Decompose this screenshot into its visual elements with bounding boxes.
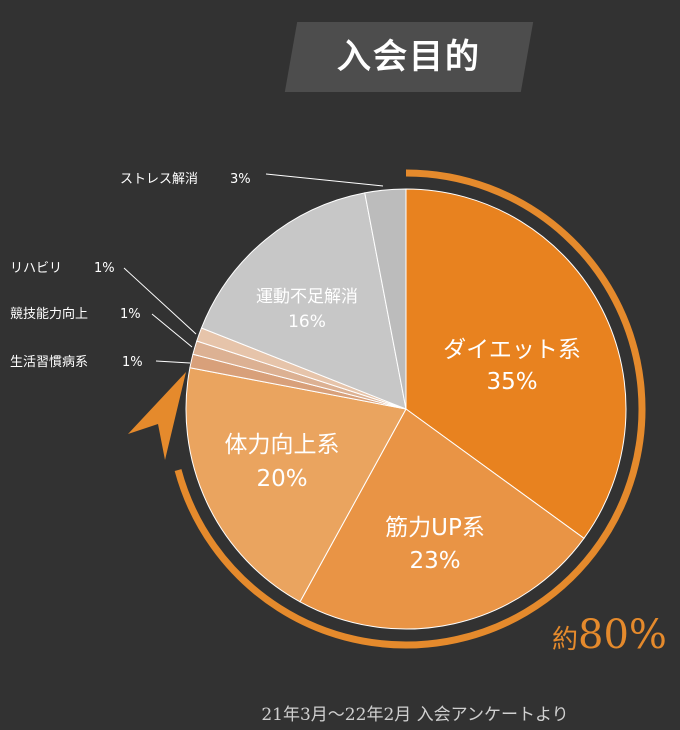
slice-value-label: 20% <box>256 466 307 492</box>
slice-label: ダイエット系 <box>443 337 581 363</box>
pie-slice <box>299 408 585 630</box>
slice-label: 筋力UP系 <box>385 515 485 541</box>
slice-label: 競技能力向上 <box>10 306 88 322</box>
leader-line <box>123 267 197 335</box>
highlight-label: 約80% <box>552 612 667 658</box>
source-note: 21年3月～22年2月 入会アンケートより <box>261 705 569 725</box>
leader-line <box>155 360 191 364</box>
slice-value-label: 1% <box>122 355 143 370</box>
arrow-head <box>128 372 186 460</box>
slice-label: 生活習慣病系 <box>10 354 88 370</box>
highlight-value: 80% <box>578 612 667 658</box>
slice-value-label: 1% <box>120 307 141 322</box>
pie-slice <box>405 188 627 540</box>
highlight-prefix: 約 <box>552 625 579 655</box>
highlight-arc <box>174 169 646 649</box>
slice-value-label: 23% <box>409 548 460 574</box>
slice-value-label: 3% <box>230 172 251 187</box>
chart-title: 入会目的 <box>337 37 481 77</box>
slice-label: 運動不足解消 <box>256 287 358 307</box>
pie-slice <box>200 192 407 410</box>
slice-label: 体力向上系 <box>225 432 340 458</box>
slice-label: ストレス解消 <box>120 172 198 187</box>
leader-line <box>151 313 193 348</box>
pie-slice <box>185 367 407 603</box>
slice-value-label: 1% <box>94 261 115 276</box>
pie-slice <box>364 188 407 410</box>
slice-value-label: 35% <box>486 369 537 395</box>
leader-line <box>265 173 384 187</box>
slice-value-label: 16% <box>288 312 326 332</box>
slice-label: リハビリ <box>10 261 62 276</box>
